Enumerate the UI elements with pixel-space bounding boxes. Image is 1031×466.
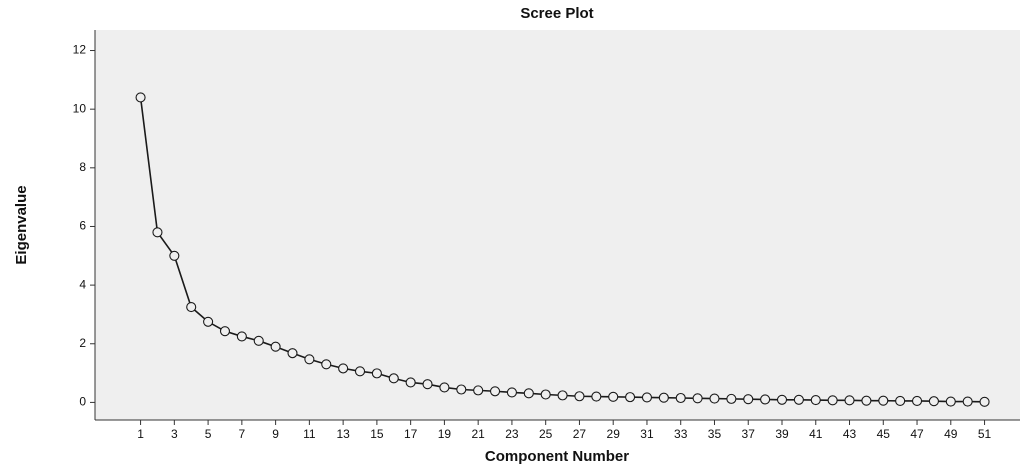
plot-area: [95, 30, 1020, 420]
point-marker: [591, 391, 602, 402]
point-marker: [422, 379, 433, 390]
point-marker: [709, 393, 720, 404]
point-marker: [793, 394, 804, 405]
point-marker: [962, 396, 973, 407]
point-marker: [338, 363, 349, 374]
point-marker: [506, 387, 517, 398]
point-marker: [928, 396, 939, 407]
x-tick-label: 19: [438, 427, 452, 441]
x-tick-label: 23: [505, 427, 519, 441]
y-tick-label: 8: [79, 160, 86, 174]
point-marker: [456, 384, 467, 395]
x-tick-label: 21: [471, 427, 485, 441]
point-marker: [135, 92, 146, 103]
point-marker: [236, 331, 247, 342]
point-marker: [287, 348, 298, 359]
x-tick-label: 29: [607, 427, 621, 441]
y-tick-label: 2: [79, 336, 86, 350]
x-tick-label: 37: [742, 427, 756, 441]
y-axis-label: Eigenvalue: [13, 185, 30, 264]
y-tick-label: 12: [73, 43, 87, 57]
point-marker: [861, 395, 872, 406]
point-marker: [304, 354, 315, 365]
point-marker: [760, 394, 771, 405]
point-marker: [270, 341, 281, 352]
chart-title: Scree Plot: [520, 5, 593, 22]
x-tick-label: 49: [944, 427, 958, 441]
y-tick-label: 4: [79, 277, 86, 291]
point-marker: [844, 395, 855, 406]
y-tick-label: 0: [79, 395, 86, 409]
x-tick-label: 47: [910, 427, 924, 441]
x-tick-label: 15: [370, 427, 384, 441]
point-marker: [608, 391, 619, 402]
x-tick-label: 27: [573, 427, 587, 441]
point-marker: [321, 359, 332, 370]
point-marker: [523, 388, 534, 399]
point-marker: [658, 392, 669, 403]
point-marker: [354, 366, 366, 377]
point-marker: [911, 395, 923, 406]
point-marker: [895, 395, 906, 406]
point-marker: [574, 391, 585, 402]
x-tick-label: 17: [404, 427, 418, 441]
x-tick-label: 39: [775, 427, 789, 441]
point-marker: [810, 395, 821, 406]
x-tick-label: 41: [809, 427, 823, 441]
x-tick-label: 43: [843, 427, 857, 441]
x-tick-label: 3: [171, 427, 178, 441]
point-marker: [641, 392, 653, 403]
y-tick-label: 6: [79, 219, 86, 233]
point-marker: [439, 382, 450, 393]
point-marker: [979, 396, 990, 407]
x-tick-label: 35: [708, 427, 722, 441]
point-marker: [489, 386, 501, 397]
point-marker: [726, 393, 737, 404]
point-marker: [945, 396, 956, 407]
point-marker: [169, 250, 180, 261]
point-marker: [371, 368, 382, 379]
point-marker: [473, 385, 484, 396]
point-marker: [878, 395, 889, 406]
x-axis-label: Component Number: [485, 448, 629, 465]
point-marker: [625, 392, 636, 403]
x-tick-label: 5: [205, 427, 212, 441]
point-marker: [557, 390, 568, 401]
x-tick-label: 31: [640, 427, 654, 441]
x-tick-label: 25: [539, 427, 553, 441]
point-marker: [253, 335, 264, 346]
x-tick-label: 11: [303, 427, 316, 441]
point-marker: [776, 394, 788, 405]
point-marker: [203, 316, 214, 327]
point-marker: [675, 392, 686, 404]
point-marker: [827, 395, 838, 406]
point-marker: [388, 373, 399, 384]
point-marker: [152, 227, 163, 238]
x-tick-label: 45: [877, 427, 891, 441]
x-tick-label: 7: [239, 427, 246, 441]
point-marker: [405, 377, 416, 388]
x-tick-label: 13: [336, 427, 350, 441]
point-marker: [743, 394, 754, 405]
x-tick-label: 9: [272, 427, 279, 441]
y-tick-label: 10: [73, 101, 87, 115]
point-marker: [692, 393, 703, 404]
x-tick-label: 1: [137, 427, 144, 441]
point-marker: [219, 326, 231, 337]
point-marker: [540, 389, 551, 400]
point-marker: [186, 302, 197, 313]
x-tick-label: 51: [978, 427, 992, 441]
x-tick-label: 33: [674, 427, 688, 441]
